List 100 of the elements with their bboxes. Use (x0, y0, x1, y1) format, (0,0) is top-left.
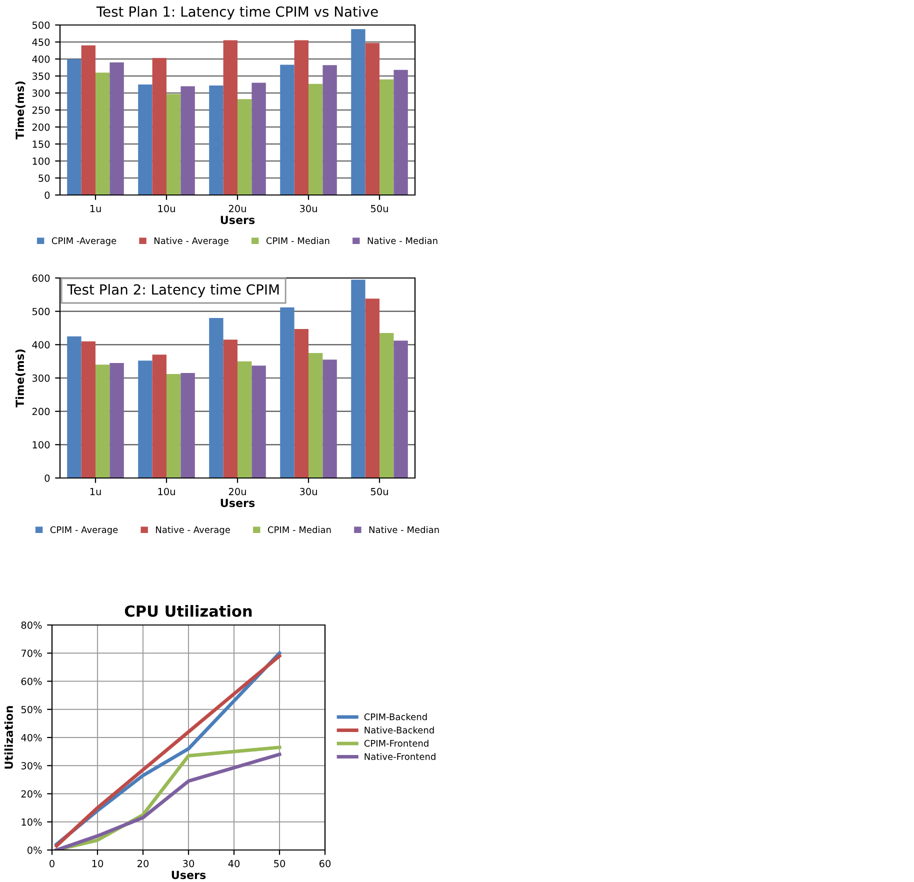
bar (365, 43, 380, 195)
bar (152, 354, 166, 478)
y-axis-title: Time(ms) (15, 82, 26, 140)
bar (166, 374, 181, 478)
bar (238, 361, 252, 478)
bar (223, 40, 238, 195)
bar (394, 70, 408, 195)
y-tick-label: 30% (21, 762, 42, 770)
bar (209, 318, 224, 478)
bar (67, 336, 82, 478)
bar (180, 373, 195, 478)
legend-label: Native - Average (154, 237, 228, 246)
bar (238, 99, 252, 195)
y-tick-label: 0 (44, 191, 50, 199)
x-tick-label: 20 (138, 860, 149, 868)
y-tick-label: 450 (32, 38, 50, 46)
x-tick-label: 40 (228, 860, 240, 868)
bar (96, 72, 110, 195)
bar (223, 340, 238, 478)
bar (252, 82, 266, 195)
y-tick-label: 40% (21, 734, 42, 742)
bar (67, 59, 82, 195)
x-tick-label: 10u (158, 204, 175, 212)
y-tick-label: 0 (44, 474, 50, 482)
bar (96, 364, 110, 478)
y-tick-label: 70% (21, 650, 42, 657)
x-tick-label: 60 (319, 860, 331, 868)
bar (394, 340, 408, 478)
y-tick-label: 50% (21, 706, 42, 714)
bar (351, 280, 366, 478)
chart-title: Test Plan 1: Latency time CPIM vs Native (96, 6, 378, 20)
legend-label: CPIM -Average (52, 237, 116, 246)
x-tick-label: 1u (90, 205, 101, 212)
x-tick-label: 10u (158, 488, 175, 496)
x-tick-label: 20u (228, 488, 246, 496)
y-tick-label: 100 (32, 157, 50, 165)
bar (280, 64, 294, 195)
legend-label: Native-Frontend (364, 753, 436, 760)
bar (138, 84, 152, 195)
x-tick-label: 50u (370, 204, 388, 212)
bar (110, 363, 124, 478)
legend-label: Native - Median (369, 526, 439, 534)
legend-label: CPIM - Median (268, 526, 331, 534)
x-axis-title: Users (220, 216, 255, 224)
legend-label: Native - Median (368, 237, 438, 244)
x-tick-label: 20u (228, 204, 246, 212)
legend-label: Native - Average (156, 526, 230, 535)
bar (308, 84, 323, 195)
bar (110, 62, 124, 195)
y-tick-label: 10% (22, 818, 42, 826)
y-tick-label: 500 (32, 21, 50, 29)
x-axis-title: Users (220, 498, 255, 508)
chart-title: CPU Utilization (124, 605, 252, 617)
x-tick-label: 50 (274, 860, 286, 868)
bar (380, 79, 394, 195)
bar (209, 86, 224, 195)
bar (351, 29, 366, 195)
y-tick-label: 0% (27, 846, 42, 854)
bar (152, 58, 166, 195)
x-tick-label: 30 (183, 860, 194, 868)
y-tick-label: 60% (21, 678, 42, 686)
x-tick-label: 50u (370, 488, 388, 496)
bar (81, 341, 96, 478)
y-tick-label: 500 (32, 308, 50, 316)
bar (180, 86, 195, 195)
bar (380, 333, 394, 478)
bar (81, 45, 96, 195)
bar (322, 65, 337, 195)
bar (322, 360, 337, 478)
bar (280, 307, 294, 478)
y-tick-label: 400 (32, 341, 50, 348)
y-tick-label: 100 (32, 441, 50, 448)
x-axis-title: Users (172, 870, 206, 880)
bar (252, 366, 266, 478)
x-tick-label: 1u (90, 488, 101, 496)
y-tick-label: 300 (32, 374, 50, 382)
bar (294, 40, 308, 195)
legend-label: CPIM-Backend (364, 713, 427, 720)
y-tick-label: 80% (21, 621, 42, 629)
y-tick-label: 200 (32, 408, 50, 416)
y-tick-label: 250 (32, 106, 50, 114)
y-tick-label: 300 (32, 89, 50, 97)
y-tick-label: 200 (32, 123, 50, 131)
y-tick-label: 20% (21, 790, 42, 798)
bar (294, 329, 308, 478)
legend-label: CPIM - Median (266, 237, 330, 244)
x-tick-label: 10 (92, 860, 104, 868)
y-tick-label: 50 (38, 174, 50, 182)
y-axis-title: Utilization (4, 706, 13, 769)
legend-label: CPIM - Average (50, 526, 118, 535)
legend-label: Native-Backend (364, 726, 434, 734)
legend-label: CPIM-Frontend (364, 740, 428, 747)
y-axis-title: Time(ms) (15, 350, 26, 408)
chart-title: Test Plan 2: Latency time CPIM (67, 284, 279, 298)
bar (365, 298, 380, 478)
bar (138, 360, 152, 478)
y-tick-label: 600 (32, 274, 50, 282)
y-tick-label: 150 (32, 140, 50, 148)
y-tick-label: 350 (32, 72, 50, 80)
x-tick-label: 30u (300, 204, 317, 212)
